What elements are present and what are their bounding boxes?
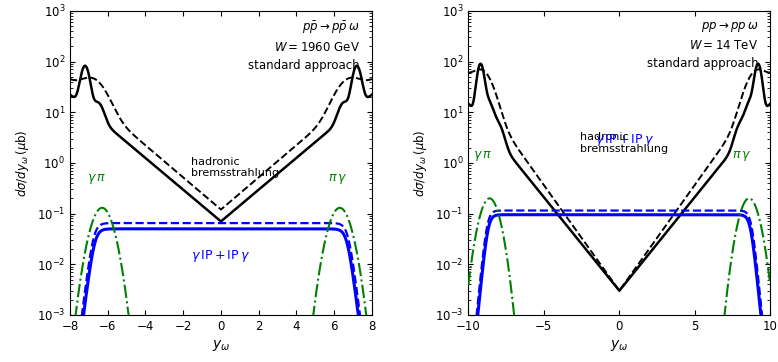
Text: hadronic
bremsstrahlung: hadronic bremsstrahlung: [191, 157, 279, 178]
X-axis label: $y_{\omega}$: $y_{\omega}$: [212, 338, 230, 353]
Text: $\pi\,\gamma$: $\pi\,\gamma$: [733, 149, 752, 163]
Y-axis label: $d\sigma/dy_{\omega}\,(\mu{\rm b})$: $d\sigma/dy_{\omega}\,(\mu{\rm b})$: [14, 129, 31, 197]
Text: $p\bar{p} \rightarrow p\bar{p}\, \omega$
$W = 1960$ GeV
standard approach: $p\bar{p} \rightarrow p\bar{p}\, \omega$…: [248, 20, 359, 72]
Text: $\pi\,\gamma$: $\pi\,\gamma$: [328, 172, 348, 186]
Text: hadronic
bremsstrahlung: hadronic bremsstrahlung: [580, 132, 668, 154]
X-axis label: $y_{\omega}$: $y_{\omega}$: [610, 338, 629, 353]
Text: $\gamma\,\pi$: $\gamma\,\pi$: [86, 172, 106, 186]
Text: $\gamma\,{\rm IP} + {\rm IP}\,\gamma$: $\gamma\,{\rm IP} + {\rm IP}\,\gamma$: [595, 132, 654, 148]
Text: $\gamma\,{\rm IP} + {\rm IP}\,\gamma$: $\gamma\,{\rm IP} + {\rm IP}\,\gamma$: [191, 248, 251, 264]
Y-axis label: $d\sigma/dy_{\omega}\,(\mu{\rm b})$: $d\sigma/dy_{\omega}\,(\mu{\rm b})$: [412, 129, 429, 197]
Text: $\gamma\,\pi$: $\gamma\,\pi$: [473, 149, 492, 163]
Text: $pp \rightarrow pp\, \omega$
$W = 14$ TeV
standard approach: $pp \rightarrow pp\, \omega$ $W = 14$ Te…: [647, 20, 758, 70]
